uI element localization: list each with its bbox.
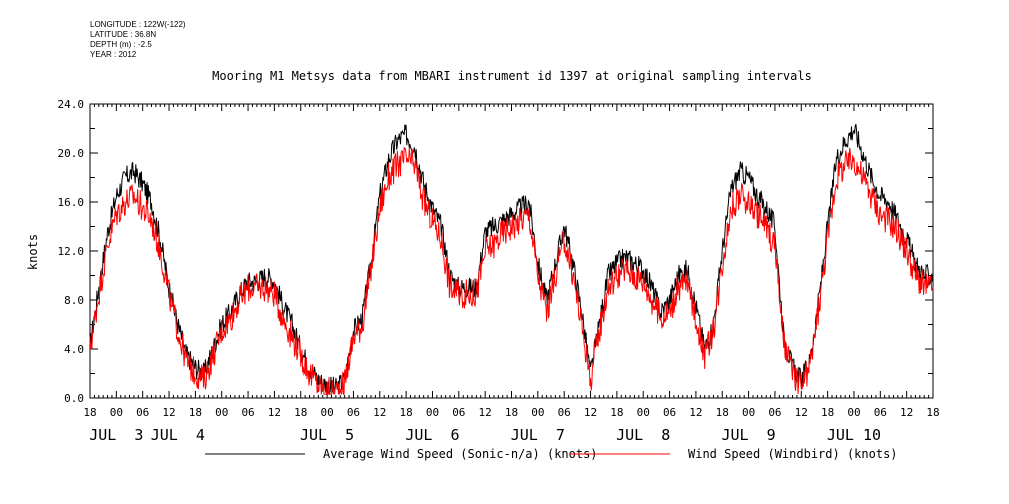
depth-label: DEPTH (m) : -2.5 xyxy=(90,40,152,49)
x-hour-tick-label: 06 xyxy=(663,406,676,419)
x-hour-tick-label: 06 xyxy=(768,406,781,419)
x-hour-tick-label: 00 xyxy=(215,406,228,419)
x-hour-tick-label: 06 xyxy=(452,406,465,419)
x-hour-tick-label: 18 xyxy=(400,406,413,419)
x-day-label: JUL 4 xyxy=(151,426,205,444)
series-line-sonic xyxy=(89,123,934,395)
x-hour-tick-label: 06 xyxy=(874,406,887,419)
chart-title: Mooring M1 Metsys data from MBARI instru… xyxy=(212,69,812,83)
axes-group: 0.0 4.0 8.0 12.0 16.0 20.0 24.0 18 00 06 12 18 00 06 1… xyxy=(58,98,940,444)
x-day-label: JUL 9 xyxy=(722,426,776,444)
y-tick-label: 12.0 xyxy=(58,245,85,258)
x-hour-tick-label: 18 xyxy=(926,406,939,419)
x-hour-tick-label: 00 xyxy=(426,406,439,419)
x-hour-tick-label: 18 xyxy=(610,406,623,419)
x-hour-tick-label: 00 xyxy=(320,406,333,419)
x-day-label: JUL 6 xyxy=(405,426,459,444)
x-day-label: JUL 7 xyxy=(511,426,565,444)
x-hour-tick-label: 12 xyxy=(373,406,386,419)
y-tick-label: 0.0 xyxy=(64,392,84,405)
legend: Average Wind Speed (Sonic-n/a) (knots) W… xyxy=(205,447,898,461)
x-hour-tick-label: 18 xyxy=(294,406,307,419)
x-hour-tick-label: 06 xyxy=(136,406,149,419)
x-hour-tick-label: 12 xyxy=(689,406,702,419)
legend-label-sonic: Average Wind Speed (Sonic-n/a) (knots) xyxy=(323,447,598,461)
x-hour-tick-label: 18 xyxy=(716,406,729,419)
x-day-label: JUL 3 xyxy=(89,426,143,444)
x-hour-tick-label: 00 xyxy=(531,406,544,419)
x-hour-tick-label: 12 xyxy=(479,406,492,419)
metadata-block: LONGITUDE : 122W(-122) LATITUDE : 36.8N … xyxy=(90,20,186,60)
year-label: YEAR : 2012 xyxy=(90,50,137,59)
x-hour-tick-label: 12 xyxy=(268,406,281,419)
series-layer xyxy=(89,123,934,395)
plot-frame xyxy=(89,103,934,399)
x-hour-tick-label: 18 xyxy=(821,406,834,419)
x-day-label: JUL 10 xyxy=(827,426,881,444)
longitude-label: LONGITUDE : 122W(-122) xyxy=(90,20,186,29)
y-tick-label: 20.0 xyxy=(58,147,85,160)
x-hour-tick-label: 18 xyxy=(505,406,518,419)
x-hour-tick-label: 18 xyxy=(189,406,202,419)
x-hour-tick-label: 12 xyxy=(900,406,913,419)
x-hour-tick-label: 00 xyxy=(110,406,123,419)
y-tick-label: 16.0 xyxy=(58,196,85,209)
y-axis-label: knots xyxy=(26,234,40,270)
x-hour-tick-label: 00 xyxy=(637,406,650,419)
x-hour-tick-label: 06 xyxy=(347,406,360,419)
x-day-label: JUL 8 xyxy=(616,426,670,444)
x-hour-tick-label: 00 xyxy=(847,406,860,419)
y-tick-label: 4.0 xyxy=(64,343,84,356)
x-day-label: JUL 5 xyxy=(300,426,354,444)
latitude-label: LATITUDE : 36.8N xyxy=(90,30,157,39)
x-hour-tick-label: 18 xyxy=(83,406,96,419)
x-hour-tick-label: 12 xyxy=(162,406,175,419)
y-tick-label: 24.0 xyxy=(58,98,85,111)
x-hour-tick-label: 12 xyxy=(584,406,597,419)
x-hour-tick-label: 00 xyxy=(742,406,755,419)
legend-label-windbird: Wind Speed (Windbird) (knots) xyxy=(688,447,898,461)
x-hour-tick-label: 06 xyxy=(241,406,254,419)
series-line-windbird xyxy=(89,146,934,395)
x-hour-tick-label: 06 xyxy=(558,406,571,419)
y-tick-label: 8.0 xyxy=(64,294,84,307)
x-hour-tick-label: 12 xyxy=(795,406,808,419)
